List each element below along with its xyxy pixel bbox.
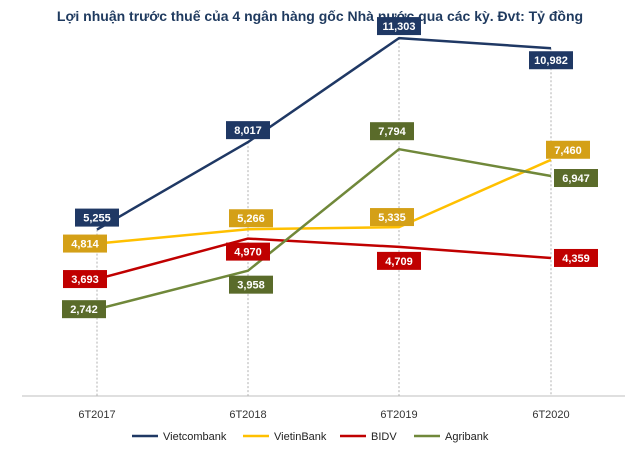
data-label-text: 11,303 xyxy=(382,21,415,33)
x-tick-label-6t2020: 6T2020 xyxy=(532,409,569,421)
data-label-agribank-6t2017: 2,742 xyxy=(62,300,106,319)
data-label-box xyxy=(226,121,270,140)
data-label-vietcombank-6t2017: 5,255 xyxy=(75,208,119,227)
data-label-box xyxy=(377,17,421,36)
x-tick-label-6t2019: 6T2019 xyxy=(380,409,417,421)
data-label-box xyxy=(63,270,107,289)
data-label-vietinbank-6t2018: 5,266 xyxy=(229,209,273,228)
data-label-text: 5,255 xyxy=(83,213,111,225)
data-label-bidv-6t2020: 4,359 xyxy=(554,248,598,267)
legend-item-vietcombank: Vietcombank xyxy=(132,431,227,443)
series-line-vietinbank xyxy=(96,158,552,245)
legend-label: BIDV xyxy=(371,431,397,443)
data-label-box xyxy=(229,209,273,228)
data-label-box xyxy=(226,242,270,261)
data-label-text: 8,017 xyxy=(234,125,262,137)
data-label-text: 7,794 xyxy=(378,126,406,138)
data-label-text: 3,693 xyxy=(71,274,99,286)
data-label-text: 10,982 xyxy=(534,55,568,67)
data-label-text: 2,742 xyxy=(70,304,98,316)
data-label-bidv-6t2017: 3,693 xyxy=(63,270,107,289)
x-tick-label-6t2018: 6T2018 xyxy=(229,409,266,421)
legend-label: Vietcombank xyxy=(163,431,227,443)
data-label-text: 6,947 xyxy=(562,173,590,185)
data-label-box xyxy=(370,208,414,227)
legend-item-vietinbank: VietinBank xyxy=(243,431,327,443)
chart-title: Lợi nhuận trước thuế của 4 ngân hàng gốc… xyxy=(56,8,584,24)
data-label-text: 5,335 xyxy=(378,212,406,224)
data-label-box xyxy=(546,140,590,159)
data-label-vietcombank-6t2018: 8,017 xyxy=(226,121,270,140)
x-tick-label-6t2017: 6T2017 xyxy=(78,409,115,421)
data-label-agribank-6t2020: 6,947 xyxy=(554,169,598,188)
data-label-vietinbank-6t2019: 5,335 xyxy=(370,208,414,227)
legend-item-agribank: Agribank xyxy=(414,431,489,443)
data-label-bidv-6t2018: 4,970 xyxy=(226,242,270,261)
series-line-vietcombank xyxy=(96,36,552,231)
data-label-agribank-6t2018: 3,958 xyxy=(229,275,273,294)
data-label-vietcombank-6t2019: 11,303 xyxy=(377,17,421,36)
data-label-box xyxy=(75,208,119,227)
data-label-box xyxy=(554,169,598,188)
legend-label: VietinBank xyxy=(274,431,327,443)
series-line-bidv xyxy=(96,237,552,281)
data-label-box xyxy=(529,51,573,70)
data-label-text: 3,958 xyxy=(237,280,265,292)
data-label-vietinbank-6t2020: 7,460 xyxy=(546,140,590,159)
data-label-bidv-6t2019: 4,709 xyxy=(377,251,421,270)
series-line-agribank xyxy=(96,147,552,311)
data-label-text: 4,359 xyxy=(562,253,590,265)
data-label-box xyxy=(229,275,273,294)
data-label-vietcombank-6t2020: 10,982 xyxy=(529,51,573,70)
data-label-box xyxy=(377,251,421,270)
legend-item-bidv: BIDV xyxy=(340,431,397,443)
data-label-text: 4,709 xyxy=(385,256,413,268)
data-label-text: 4,814 xyxy=(71,239,99,251)
data-label-box xyxy=(63,234,107,253)
data-label-box xyxy=(62,300,106,319)
data-label-box xyxy=(370,122,414,141)
legend-label: Agribank xyxy=(445,431,489,443)
data-label-text: 4,970 xyxy=(234,247,262,259)
data-label-box xyxy=(554,248,598,267)
data-label-text: 5,266 xyxy=(237,213,265,225)
data-label-vietinbank-6t2017: 4,814 xyxy=(63,234,107,253)
data-label-agribank-6t2019: 7,794 xyxy=(370,122,414,141)
data-label-text: 7,460 xyxy=(554,145,582,157)
